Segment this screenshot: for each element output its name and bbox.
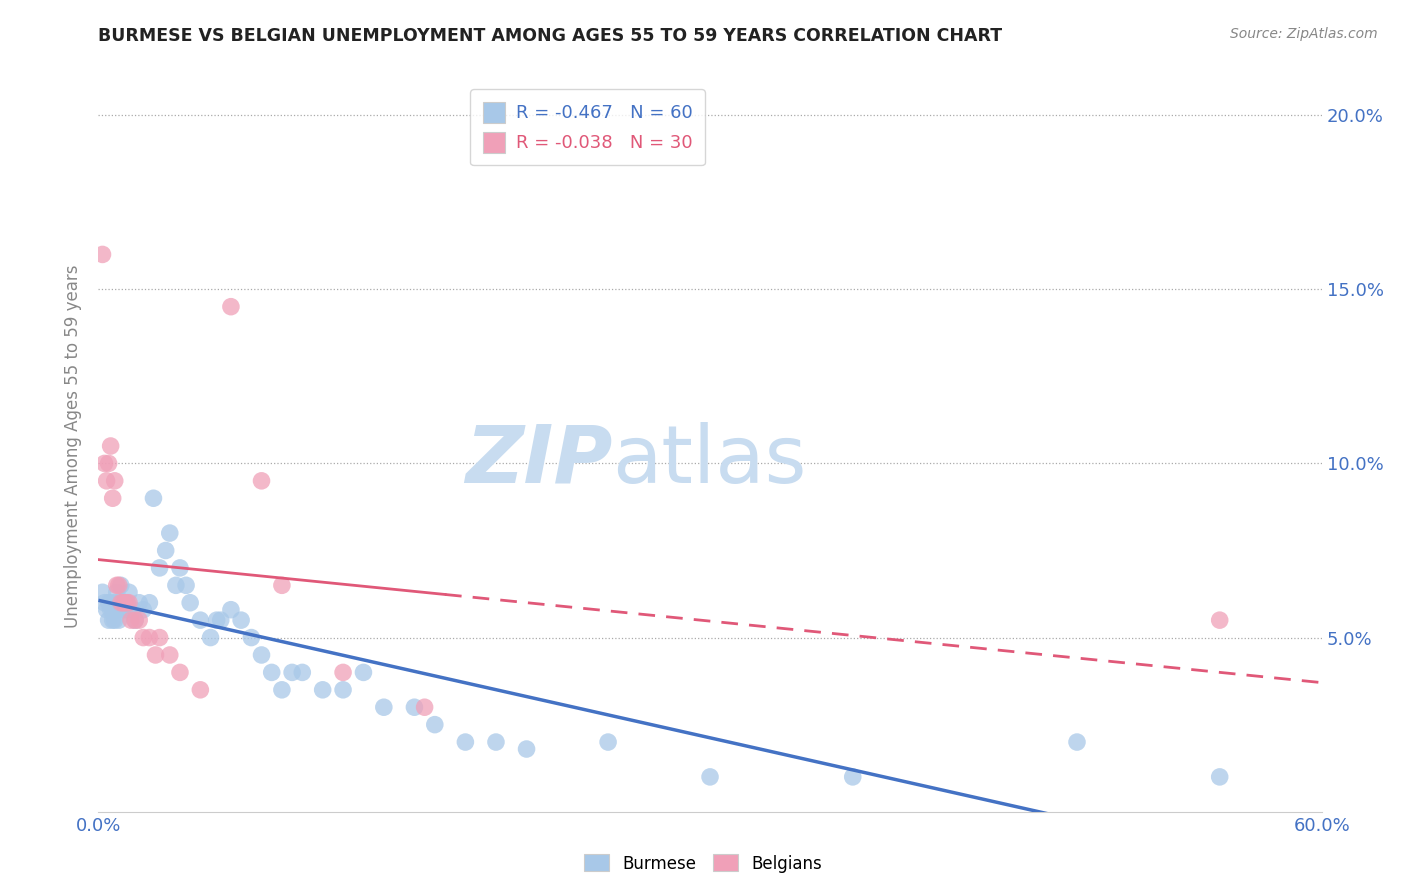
Point — [108, 613, 131, 627]
Point — [97, 457, 120, 471]
Point — [188, 682, 212, 697]
Point — [142, 491, 165, 506]
Point — [96, 474, 118, 488]
Point — [332, 682, 354, 697]
Point — [124, 613, 146, 627]
Point — [281, 665, 304, 680]
Point — [174, 578, 197, 592]
Point — [110, 596, 132, 610]
Point — [291, 665, 314, 680]
Point — [231, 613, 253, 627]
Point — [219, 300, 242, 314]
Point — [179, 596, 201, 610]
Point — [138, 596, 160, 610]
Point — [108, 578, 131, 592]
Point — [598, 735, 620, 749]
Point — [132, 603, 155, 617]
Point — [219, 603, 242, 617]
Point — [155, 543, 177, 558]
Point — [270, 682, 294, 697]
Point — [332, 665, 354, 680]
Point — [404, 700, 426, 714]
Text: ZIP: ZIP — [465, 422, 612, 500]
Point — [93, 457, 115, 471]
Point — [115, 596, 138, 610]
Point — [128, 613, 150, 627]
Y-axis label: Unemployment Among Ages 55 to 59 years: Unemployment Among Ages 55 to 59 years — [65, 264, 83, 628]
Point — [352, 665, 374, 680]
Point — [159, 648, 181, 662]
Point — [91, 585, 114, 599]
Point — [1209, 613, 1232, 627]
Text: Source: ZipAtlas.com: Source: ZipAtlas.com — [1230, 27, 1378, 41]
Point — [454, 735, 477, 749]
Text: BURMESE VS BELGIAN UNEMPLOYMENT AMONG AGES 55 TO 59 YEARS CORRELATION CHART: BURMESE VS BELGIAN UNEMPLOYMENT AMONG AG… — [98, 27, 1002, 45]
Point — [159, 526, 181, 541]
Point — [124, 613, 146, 627]
Point — [118, 596, 141, 610]
Point — [240, 631, 263, 645]
Point — [105, 578, 128, 592]
Point — [188, 613, 212, 627]
Point — [115, 596, 138, 610]
Point — [699, 770, 721, 784]
Point — [149, 561, 172, 575]
Point — [104, 596, 127, 610]
Point — [100, 439, 122, 453]
Point — [104, 474, 127, 488]
Point — [250, 648, 273, 662]
Point — [100, 603, 122, 617]
Point — [101, 491, 124, 506]
Point — [1209, 770, 1232, 784]
Legend: Burmese, Belgians: Burmese, Belgians — [578, 847, 828, 880]
Point — [97, 613, 120, 627]
Point — [169, 561, 191, 575]
Point — [105, 585, 128, 599]
Point — [108, 596, 131, 610]
Point — [105, 603, 128, 617]
Point — [169, 665, 191, 680]
Legend: R = -0.467   N = 60, R = -0.038   N = 30: R = -0.467 N = 60, R = -0.038 N = 30 — [471, 89, 704, 165]
Point — [250, 474, 273, 488]
Point — [97, 596, 120, 610]
Point — [101, 603, 124, 617]
Point — [132, 631, 155, 645]
Point — [93, 596, 115, 610]
Point — [138, 631, 160, 645]
Point — [205, 613, 228, 627]
Point — [111, 596, 134, 610]
Point — [118, 603, 141, 617]
Point — [485, 735, 508, 749]
Point — [260, 665, 283, 680]
Point — [118, 585, 141, 599]
Point — [91, 247, 114, 261]
Point — [100, 596, 122, 610]
Point — [209, 613, 232, 627]
Point — [145, 648, 167, 662]
Point — [413, 700, 436, 714]
Point — [96, 603, 118, 617]
Point — [122, 603, 145, 617]
Point — [104, 613, 127, 627]
Point — [312, 682, 335, 697]
Point — [149, 631, 172, 645]
Point — [1066, 735, 1088, 749]
Point — [110, 578, 132, 592]
Point — [114, 603, 136, 617]
Point — [423, 717, 446, 731]
Point — [516, 742, 538, 756]
Point — [270, 578, 294, 592]
Point — [373, 700, 395, 714]
Point — [165, 578, 187, 592]
Point — [111, 596, 134, 610]
Point — [200, 631, 222, 645]
Point — [114, 596, 136, 610]
Point — [120, 613, 142, 627]
Text: atlas: atlas — [612, 422, 807, 500]
Point — [101, 613, 124, 627]
Point — [128, 596, 150, 610]
Point — [841, 770, 863, 784]
